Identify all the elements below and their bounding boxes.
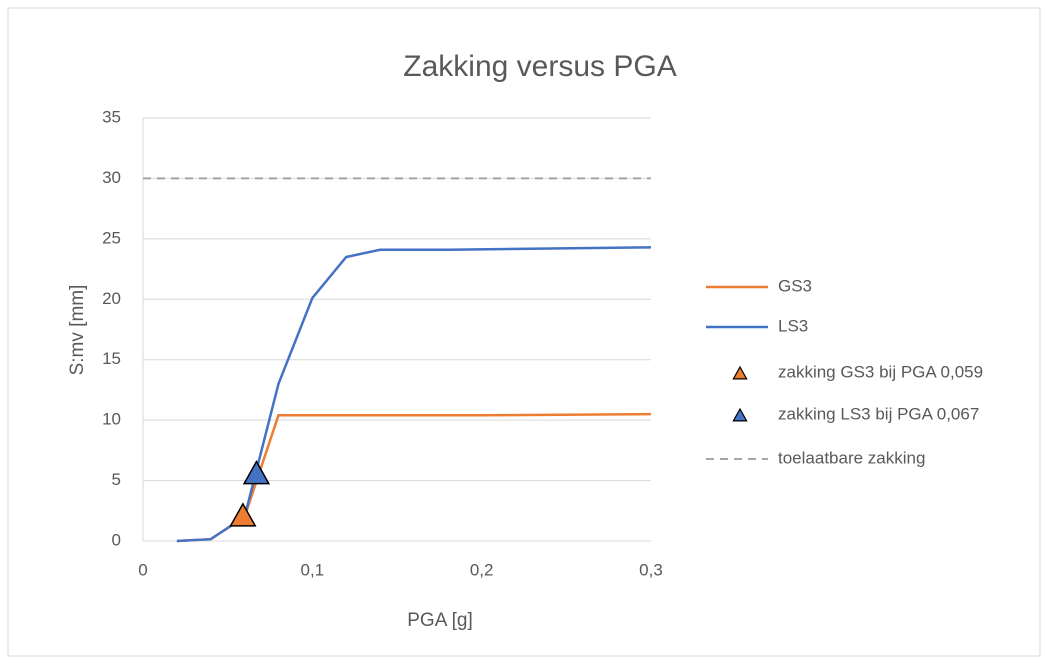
legend-label: zakking GS3 bij PGA 0,059 bbox=[778, 362, 983, 381]
y-tick-label: 0 bbox=[112, 530, 121, 549]
legend-label: zakking LS3 bij PGA 0,067 bbox=[778, 404, 979, 423]
x-tick-label: 0,2 bbox=[470, 560, 494, 579]
y-tick-label: 5 bbox=[112, 470, 121, 489]
legend-label: LS3 bbox=[778, 316, 808, 335]
legend-marker bbox=[732, 407, 748, 422]
legend-label: toelaatbare zakking bbox=[778, 448, 925, 467]
marker bbox=[229, 502, 257, 527]
x-tick-label: 0,3 bbox=[639, 560, 663, 579]
y-tick-label: 10 bbox=[102, 410, 121, 429]
y-tick-label: 25 bbox=[102, 228, 121, 247]
legend-marker bbox=[732, 365, 748, 380]
x-axis-label: PGA [g] bbox=[407, 610, 472, 631]
y-tick-label: 30 bbox=[102, 168, 121, 187]
y-tick-label: 15 bbox=[102, 349, 121, 368]
y-tick-label: 20 bbox=[102, 289, 121, 308]
chart-frame bbox=[7, 7, 1041, 657]
marker bbox=[242, 459, 271, 485]
x-tick-label: 0,1 bbox=[301, 560, 325, 579]
legend-label: GS3 bbox=[778, 276, 812, 295]
y-axis-label: S:mv [mm] bbox=[67, 285, 88, 376]
chart-title: Zakking versus PGA bbox=[403, 50, 676, 83]
y-tick-label: 35 bbox=[102, 107, 121, 126]
x-tick-label: 0 bbox=[138, 560, 147, 579]
series-line bbox=[176, 246, 652, 543]
